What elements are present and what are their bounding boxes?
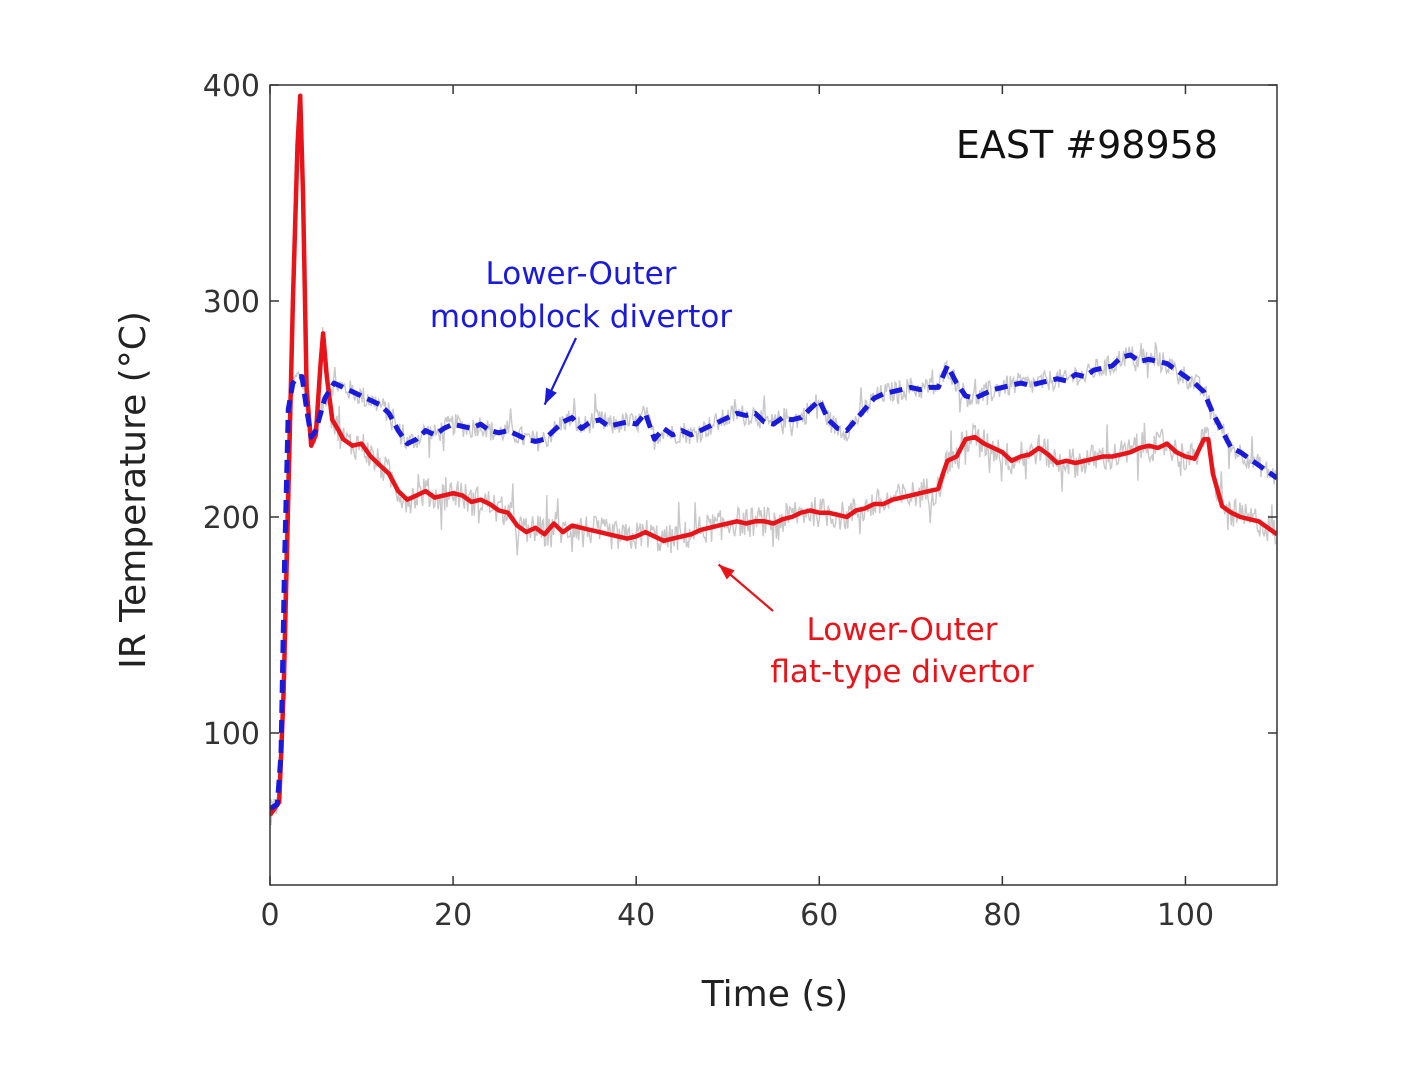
raw-signal-line: [270, 108, 1277, 826]
raw-signal-line: [270, 342, 1277, 814]
annotation-monoblock-line1: Lower-Outer: [486, 256, 677, 292]
annotation-flat-type-line1: Lower-Outer: [807, 612, 998, 648]
series-line-monoblock: [270, 352, 1277, 811]
x-tick-label: 100: [1157, 898, 1214, 933]
y-tick-label: 200: [203, 501, 260, 536]
annotation-flat-type-line2: flat-type divertor: [770, 654, 1034, 690]
annotation-monoblock-line2: monoblock divertor: [430, 299, 732, 335]
annotation-monoblock: Lower-Outer monoblock divertor: [430, 256, 732, 406]
series-layer: [270, 93, 1277, 817]
plot-frame: [269, 84, 1278, 886]
y-tick-label: 100: [203, 717, 260, 752]
x-tick-label: 20: [434, 898, 472, 933]
annotation-flat-type: Lower-Outer flat-type divertor: [717, 563, 1034, 690]
annotation-monoblock-arrowhead: [544, 387, 557, 405]
x-tick-label: 0: [260, 898, 279, 933]
y-tick-label: 400: [203, 69, 260, 104]
raw-signal-layer: [270, 108, 1277, 826]
axis-ticks: 0 20 40 60 80 100 100 200 300 400: [203, 69, 1277, 933]
series-line-flat-type: [270, 93, 1277, 817]
x-axis-title: Time (s): [701, 974, 848, 1015]
annotation-flat-type-arrowhead: [718, 564, 735, 580]
x-tick-label: 40: [617, 898, 655, 933]
x-tick-label: 80: [983, 898, 1021, 933]
x-tick-label: 60: [800, 898, 838, 933]
chart-title: EAST #98958: [956, 123, 1218, 167]
y-axis-title: IR Temperature (°C): [113, 311, 154, 669]
y-tick-label: 300: [203, 285, 260, 320]
